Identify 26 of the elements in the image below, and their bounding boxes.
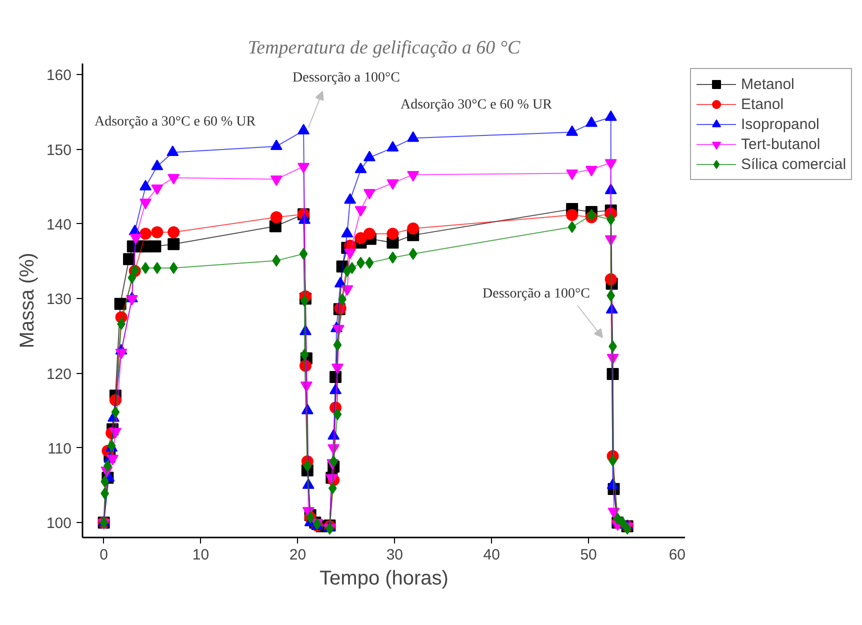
y-tick-label: 110 xyxy=(48,440,72,458)
legend-label: Sílica comercial xyxy=(741,154,846,174)
x-tick-label: 60 xyxy=(668,546,686,564)
x-tick-label: 10 xyxy=(192,546,210,564)
x-tick-label: 40 xyxy=(483,546,500,564)
annotation: Dessorção a 100°C xyxy=(482,286,590,302)
legend-label: Tert-butanol xyxy=(741,134,820,154)
x-tick-label: 50 xyxy=(580,546,597,564)
y-tick-label: 140 xyxy=(46,216,72,234)
y-tick-label: 130 xyxy=(46,291,72,308)
y-tick-label: 100 xyxy=(46,515,72,532)
x-tick-label: 30 xyxy=(386,546,404,564)
y-axis-title: Massa (%) xyxy=(16,252,38,348)
legend-label: Etanol xyxy=(741,94,784,114)
legend-label: Metanol xyxy=(741,74,794,94)
annotation: Dessorção a 100°C xyxy=(292,70,400,86)
y-tick-label: 150 xyxy=(46,142,72,159)
chart-title: Temperatura de gelificação a 60 °C xyxy=(248,38,520,58)
annotation: Adsorção 30°C e 60 % UR xyxy=(400,98,553,112)
x-tick-label: 0 xyxy=(100,546,108,564)
y-tick-label: 120 xyxy=(46,366,72,383)
annotation: Adsorção a 30°C e 60 % UR xyxy=(94,114,256,130)
legend-label: Isopropanol xyxy=(741,114,820,134)
x-tick-label: 20 xyxy=(289,546,306,564)
y-tick-label: 160 xyxy=(46,67,72,84)
x-axis-title: Tempo (horas) xyxy=(320,568,448,590)
